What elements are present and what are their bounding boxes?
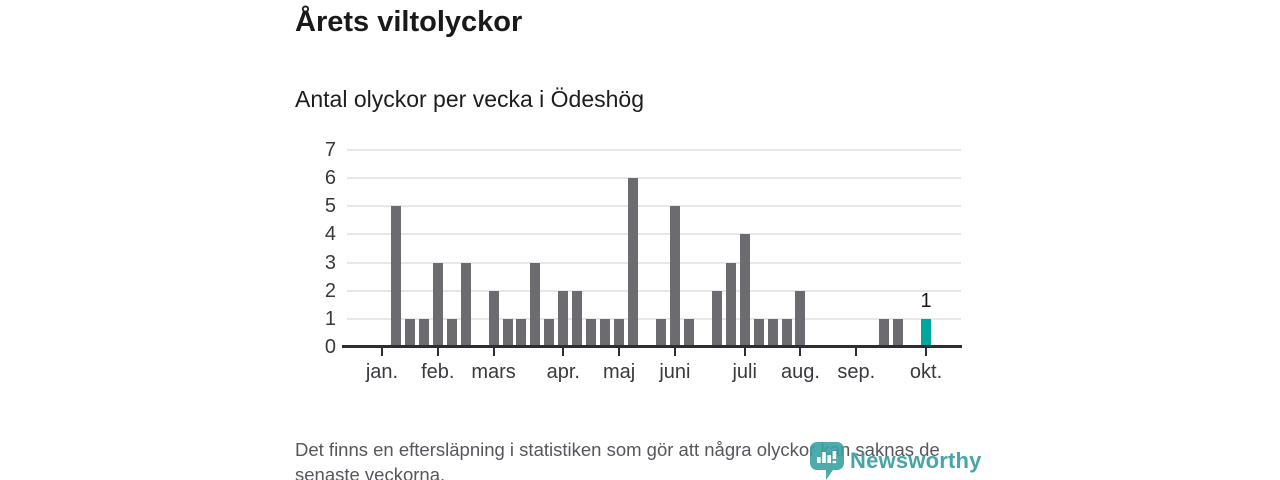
newsworthy-logo-icon — [810, 442, 844, 480]
bar — [739, 234, 750, 347]
bar — [795, 290, 806, 347]
bar — [460, 262, 471, 347]
y-axis-tick-label: 3 — [324, 251, 336, 274]
bar — [879, 318, 890, 347]
newsworthy-logo: Newsworthy — [810, 442, 982, 480]
x-axis-tick-label: jan. — [365, 361, 399, 383]
newsworthy-logo-text: Newsworthy — [850, 448, 982, 473]
bar — [711, 290, 722, 347]
bar — [432, 262, 443, 347]
y-axis-tick-label: 6 — [324, 167, 336, 190]
y-axis-tick-label: 4 — [324, 223, 336, 246]
x-axis-tick — [925, 348, 928, 356]
y-axis-tick-label: 7 — [324, 139, 336, 161]
bar — [404, 318, 415, 347]
x-axis-tick — [855, 348, 858, 356]
x-axis-tick-label: okt. — [909, 361, 943, 383]
plot-area: 1 — [347, 149, 961, 347]
x-axis-tick-label: feb. — [421, 361, 455, 383]
y-axis-tick-label: 1 — [324, 307, 336, 330]
y-axis-tick-label: 0 — [324, 336, 336, 358]
highlighted-bar-value-label: 1 — [920, 289, 932, 312]
x-axis-tick — [562, 348, 565, 356]
gridline — [347, 233, 961, 236]
bar — [893, 318, 904, 347]
x-axis-tick — [436, 348, 439, 356]
bar — [390, 206, 401, 347]
y-axis-tick-label: 2 — [324, 279, 336, 302]
bar — [725, 262, 736, 347]
bar — [628, 178, 639, 347]
x-axis-tick — [673, 348, 676, 356]
chart-title: Årets viltolyckor — [295, 6, 523, 38]
gridline — [347, 317, 961, 320]
gridline — [347, 205, 961, 208]
x-axis-tick-label: juli — [732, 361, 757, 383]
x-axis-tick — [492, 348, 495, 356]
chart-subtitle: Antal olyckor per vecka i Ödeshög — [295, 86, 645, 112]
bar — [488, 290, 499, 347]
bar-highlighted — [921, 318, 932, 347]
x-axis-tick-label: maj — [603, 361, 636, 383]
gridline — [347, 261, 961, 264]
x-axis-tick-label: mars — [471, 361, 516, 383]
gridline — [347, 289, 961, 292]
bar — [767, 318, 778, 347]
bar — [446, 318, 457, 347]
bar — [753, 318, 764, 347]
gridline — [347, 149, 961, 151]
bar — [544, 318, 555, 347]
bar — [781, 318, 792, 347]
bar — [600, 318, 611, 347]
bar — [669, 206, 680, 347]
bar — [614, 318, 625, 347]
bar — [530, 262, 541, 347]
bar — [502, 318, 513, 347]
bar — [516, 318, 527, 347]
x-axis-tick-label: aug. — [781, 361, 820, 383]
chart-footnote: Det finns en eftersläpning i statistiken… — [295, 439, 940, 480]
x-axis-tick-label: sep. — [837, 361, 876, 383]
bar — [655, 318, 666, 347]
x-axis-tick-label: apr. — [546, 361, 580, 383]
x-axis-tick — [380, 348, 383, 356]
x-axis-tick — [743, 348, 746, 356]
x-axis-tick — [618, 348, 621, 356]
bar — [586, 318, 597, 347]
bar — [683, 318, 694, 347]
gridline — [347, 177, 961, 180]
bar — [418, 318, 429, 347]
x-axis-tick — [799, 348, 802, 356]
y-axis-tick-label: 5 — [324, 195, 336, 218]
bar — [558, 290, 569, 347]
bar — [572, 290, 583, 347]
x-axis-line — [342, 345, 962, 348]
x-axis-tick-label: juni — [659, 361, 691, 383]
